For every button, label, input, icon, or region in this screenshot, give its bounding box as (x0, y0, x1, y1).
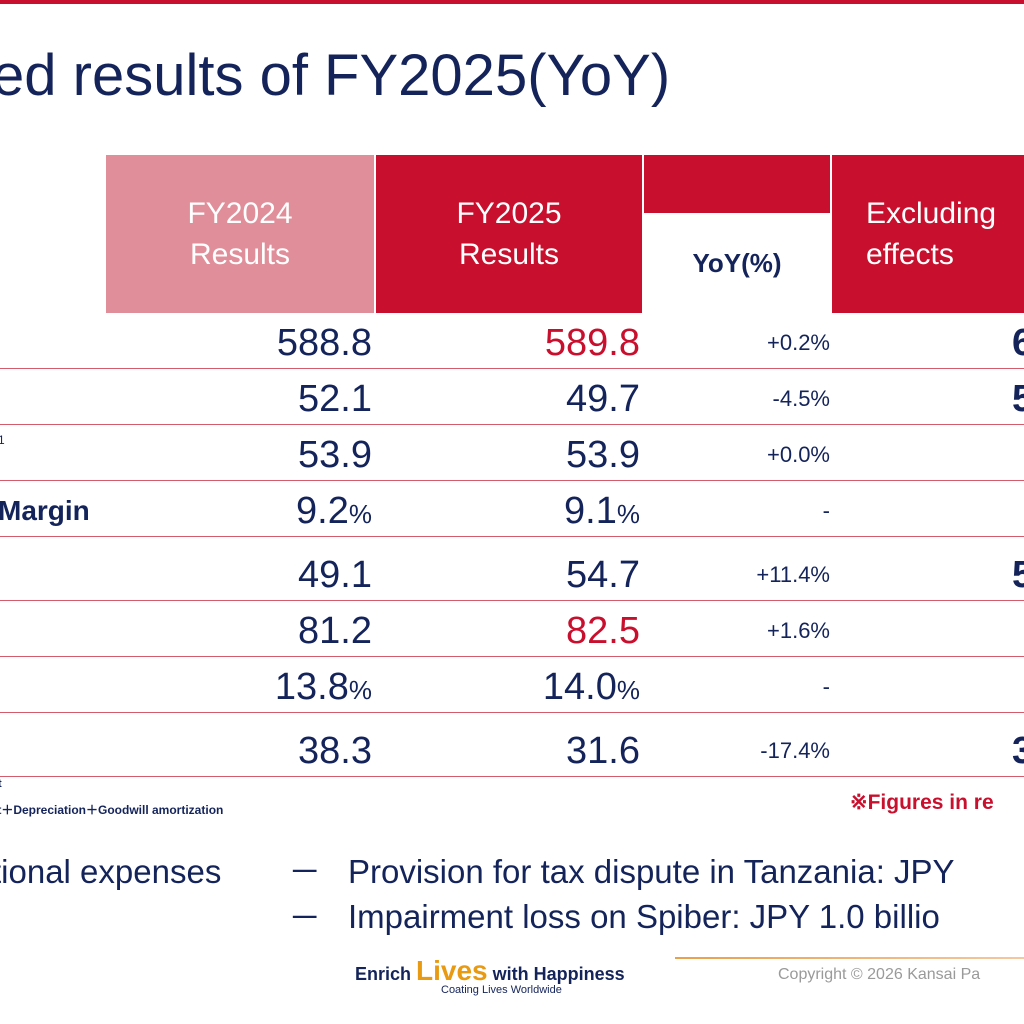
cell-fy2024: 9.2% (106, 481, 372, 537)
cell-fy2025: 14.0% (376, 657, 640, 713)
bullet-label: tional expenses (0, 853, 222, 890)
cell-fy2025-unit: % (616, 499, 640, 529)
cell-excluding: 5 (1012, 554, 1024, 596)
cell-fy2024-value: 49.1 (298, 554, 372, 596)
row-divider (0, 368, 1024, 369)
cell-yoy: - (822, 674, 830, 699)
cell-yoy: - (822, 498, 830, 523)
cell-fy2024: 53.9 (106, 425, 372, 481)
cell-fy2025-value: 53.9 (566, 434, 640, 476)
header-excluding: Excluding effects (832, 155, 1024, 313)
cell-fy2025: 53.9 (376, 425, 640, 481)
cell-yoy: +0.2% (767, 330, 830, 355)
row-divider (0, 600, 1024, 601)
header-fy2024-line2: Results (189, 238, 291, 271)
table-row: Margin 9.2% 9.1% - (0, 481, 1024, 537)
bullet-dash-2: ─ (293, 897, 317, 934)
cell-fy2025: 82.5 (376, 601, 640, 657)
header-fy2024: FY2024 Results (106, 155, 374, 313)
cell-fy2024-value: 81.2 (298, 610, 372, 652)
bullet-item-2: Impairment loss on Spiber: JPY 1.0 billi… (348, 898, 940, 935)
cell-fy2025-value: 49.7 (566, 378, 640, 420)
brand-enrich: Enrich (355, 964, 417, 984)
row-divider (0, 424, 1024, 425)
cell-yoy: +11.4% (756, 562, 830, 587)
cell-fy2025-unit: % (616, 675, 640, 705)
cell-excluding (1012, 601, 1024, 657)
table-row: 1 53.9 53.9 +0.0% (0, 425, 1024, 481)
cell-yoy: -17.4% (760, 738, 830, 763)
cell-fy2024-value: 53.9 (298, 434, 372, 476)
cell-fy2024: 52.1 (106, 369, 372, 425)
header-fy2025-line1: FY2025 (456, 197, 562, 230)
cell-fy2024-value: 13.8 (274, 666, 349, 708)
cell-fy2025-value: 54.7 (566, 554, 640, 596)
cell-excluding (1012, 425, 1024, 481)
cell-fy2025: 589.8 (376, 313, 640, 369)
cell-fy2025: 54.7 (376, 545, 640, 601)
cell-excluding: 3 (1012, 730, 1024, 772)
row-label: 1 (0, 433, 5, 447)
row-divider (0, 712, 1024, 713)
table-row: 49.1 54.7 +11.4% 5 (0, 545, 1024, 601)
brand-tagline: Coating Lives Worldwide (441, 984, 562, 996)
table-row: 13.8% 14.0% - (0, 657, 1024, 713)
header-yoy: YoY(%) (644, 155, 830, 313)
cell-fy2025-value: 31.6 (566, 730, 640, 772)
cell-fy2025-value: 14.0 (542, 666, 617, 708)
row-divider (0, 656, 1024, 657)
footer-swoosh (675, 957, 1024, 959)
copyright: Copyright © 2026 Kansai Pa (778, 966, 981, 983)
cell-fy2024-value: 588.8 (276, 322, 372, 364)
page-title: ed results of FY2025(YoY) (0, 43, 671, 108)
cell-fy2024-value: 52.1 (298, 378, 372, 420)
brand-lives: Lives (416, 955, 488, 986)
cell-fy2024-unit: % (348, 675, 372, 705)
brand-with: with Happiness (487, 964, 625, 984)
cell-excluding (1012, 657, 1024, 713)
table-row: 38.3 31.6 -17.4% 3 (0, 721, 1024, 777)
bullet-dash-1: ─ (293, 851, 317, 888)
row-divider (0, 536, 1024, 537)
header-excluding-line2: effects (866, 238, 954, 271)
cell-fy2024: 81.2 (106, 601, 372, 657)
table-row: 588.8 589.8 +0.2% 60 (0, 313, 1024, 369)
cell-yoy: +1.6% (767, 618, 830, 643)
header-fy2025-line2: Results (458, 238, 560, 271)
cell-fy2024: 588.8 (106, 313, 372, 369)
cell-fy2025: 49.7 (376, 369, 640, 425)
cell-fy2024: 13.8% (106, 657, 372, 713)
cell-fy2025: 9.1% (376, 481, 640, 537)
cell-fy2024-value: 38.3 (298, 730, 372, 772)
cell-yoy: -4.5% (772, 386, 830, 411)
table-row: 52.1 49.7 -4.5% 5 (0, 369, 1024, 425)
cell-excluding: 5 (1012, 378, 1024, 420)
row-divider (0, 480, 1024, 481)
cell-fy2024-value: 9.2 (296, 490, 349, 532)
cell-yoy: +0.0% (767, 442, 830, 467)
cell-excluding: 60 (1012, 322, 1024, 364)
header-fy2024-line1: FY2024 (187, 197, 293, 230)
table-row: 81.2 82.5 +1.6% (0, 601, 1024, 657)
cell-fy2025-value: 82.5 (566, 610, 640, 652)
cell-fy2024: 49.1 (106, 545, 372, 601)
cell-excluding (1012, 481, 1024, 537)
cell-fy2024-unit: % (348, 499, 372, 529)
figures-note: ※Figures in re (850, 791, 994, 814)
cell-fy2025: 31.6 (376, 721, 640, 777)
row-divider (0, 776, 1024, 777)
cell-fy2025-value: 589.8 (544, 322, 640, 364)
header-excluding-line1: Excluding (866, 197, 997, 230)
footnote-2: it＋Depreciation＋Goodwill amortization (0, 803, 224, 817)
top-accent-bar (0, 0, 1024, 4)
footnote-1: t (0, 778, 2, 790)
cell-fy2024: 38.3 (106, 721, 372, 777)
cell-fy2025-value: 9.1 (564, 490, 617, 532)
brand-logo: Enrich Lives with Happiness Coating Live… (355, 955, 675, 1001)
row-label: Margin (0, 495, 90, 526)
header-yoy-label: YoY(%) (644, 213, 830, 313)
header-fy2025: FY2025 Results (376, 155, 642, 313)
bullet-item-1: Provision for tax dispute in Tanzania: J… (348, 853, 955, 890)
